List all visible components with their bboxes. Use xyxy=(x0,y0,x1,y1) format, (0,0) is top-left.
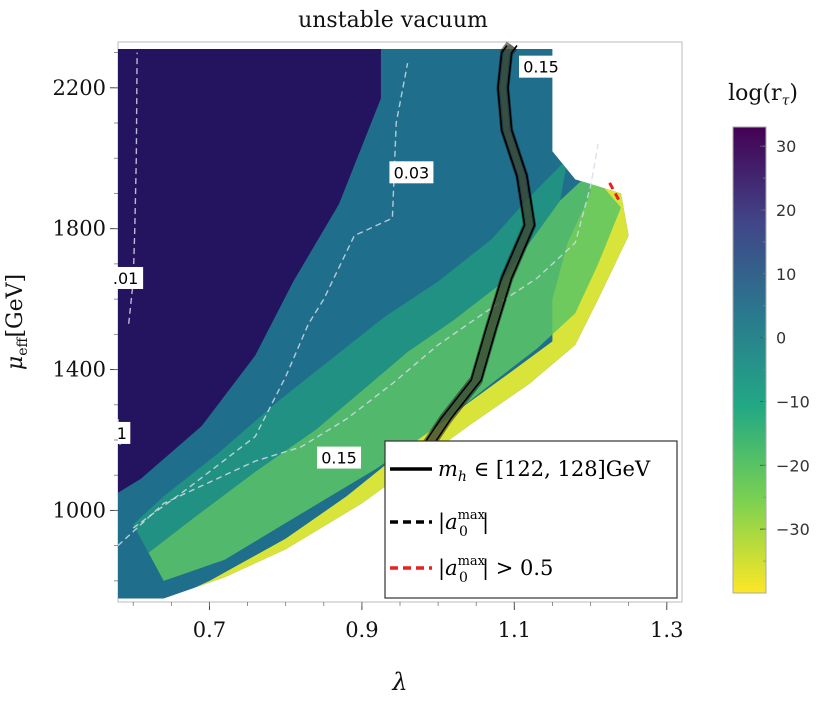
contour-label-box xyxy=(389,161,434,184)
y-tick-label: 2200 xyxy=(53,76,106,100)
colorbar-tick-label: −10 xyxy=(776,392,810,411)
colorbar-tick-label: 0 xyxy=(776,329,786,348)
contour-label-box xyxy=(317,446,362,469)
mh-band-edge-right xyxy=(419,45,536,466)
y-axis-label-unit: [GeV] xyxy=(3,274,28,338)
colorbar-ticks: 30 20 10 0 −10 −20 −30 xyxy=(760,137,810,562)
colorbar-tick-label: −30 xyxy=(776,520,810,539)
x-tick-label: 0.9 xyxy=(345,618,378,642)
red-dashed-segment xyxy=(608,182,623,205)
legend-label-suffix: ∈ [122, 128]GeV xyxy=(467,457,651,481)
teal-zone xyxy=(133,158,568,553)
x-tick-label: 1.3 xyxy=(650,618,683,642)
legend-label-sub: 0 xyxy=(459,524,468,540)
contour-label-box xyxy=(113,421,131,444)
colorbar-tick-label: 20 xyxy=(776,201,796,220)
legend-label: mh ∈ [122, 128]GeV xyxy=(438,457,651,485)
y-tick-label: 1000 xyxy=(53,498,106,522)
legend: mh ∈ [122, 128]GeV|amax 0 ||amax 0 | > 0.5 xyxy=(384,440,678,599)
colorbar-tick-label: 10 xyxy=(776,265,796,284)
mh-band xyxy=(409,41,537,469)
colorbar-tick-label: 30 xyxy=(776,137,796,156)
y-tick-label: 1800 xyxy=(53,217,106,241)
colorbar-tick-label: −20 xyxy=(776,456,810,475)
legend-label-sup: max xyxy=(458,554,486,569)
green-zone xyxy=(148,172,621,581)
contour-line xyxy=(117,143,599,547)
y-axis-label: μeff[GeV] xyxy=(3,274,31,370)
colorbar-label: log(rτ) xyxy=(728,81,798,109)
colorbar-label-main: log(r xyxy=(728,81,782,106)
colorbar-bar xyxy=(732,126,767,594)
contour-line xyxy=(132,62,409,529)
legend-label: |amax 0 | xyxy=(438,508,489,540)
contour-line xyxy=(128,52,138,324)
legend-entries: mh ∈ [122, 128]GeV|amax 0 ||amax 0 | > 0.5 xyxy=(390,457,651,586)
contour-label-box xyxy=(519,55,563,78)
y-tick-label: 1400 xyxy=(53,358,106,382)
contour-label: 1 xyxy=(117,424,127,443)
contour-label-box xyxy=(108,266,144,289)
legend-label-prefix: m xyxy=(438,457,458,481)
legend-label: |amax 0 | > 0.5 xyxy=(438,554,553,586)
chart-title: unstable vacuum xyxy=(298,8,488,33)
legend-label-suffix: | > 0.5 xyxy=(482,556,553,581)
y-axis-label-main: μ xyxy=(3,356,28,370)
legend-label-suffix: | xyxy=(482,510,489,535)
contour-label: 0.03 xyxy=(394,163,430,182)
mh-band-core xyxy=(412,43,533,467)
legend-label-sub: h xyxy=(458,469,467,485)
colorbar-label-close: ) xyxy=(789,81,798,106)
y-axis: 1000 1400 1800 2200 xyxy=(53,52,118,582)
legend-label-sub: 0 xyxy=(459,570,468,586)
svg-text:μeff[GeV]: μeff[GeV] xyxy=(3,274,31,370)
mh-band-edge-left xyxy=(409,45,526,466)
y-axis-label-sub: eff xyxy=(15,337,31,356)
x-tick-label: 1.1 xyxy=(498,618,531,642)
legend-label-sup: max xyxy=(458,508,486,523)
contour-label: .01 xyxy=(113,269,138,288)
colorbar-label-sub: τ xyxy=(782,93,790,109)
x-axis-label: λ xyxy=(391,668,407,696)
contour-label: 0.15 xyxy=(523,58,559,77)
x-axis: 0.7 0.9 1.1 1.3 xyxy=(132,602,683,642)
contour-label: 0.15 xyxy=(321,449,357,468)
legend-label-prefix: |a xyxy=(438,510,458,535)
saturated-region xyxy=(118,49,381,493)
contour-labels: .01 1 0.03 0.15 0.15 xyxy=(108,55,563,469)
legend-box xyxy=(384,440,678,599)
x-tick-label: 0.7 xyxy=(193,618,226,642)
colorbar: 30 20 10 0 −10 −20 −30 log(rτ) xyxy=(728,81,810,594)
legend-label-prefix: |a xyxy=(438,556,458,581)
